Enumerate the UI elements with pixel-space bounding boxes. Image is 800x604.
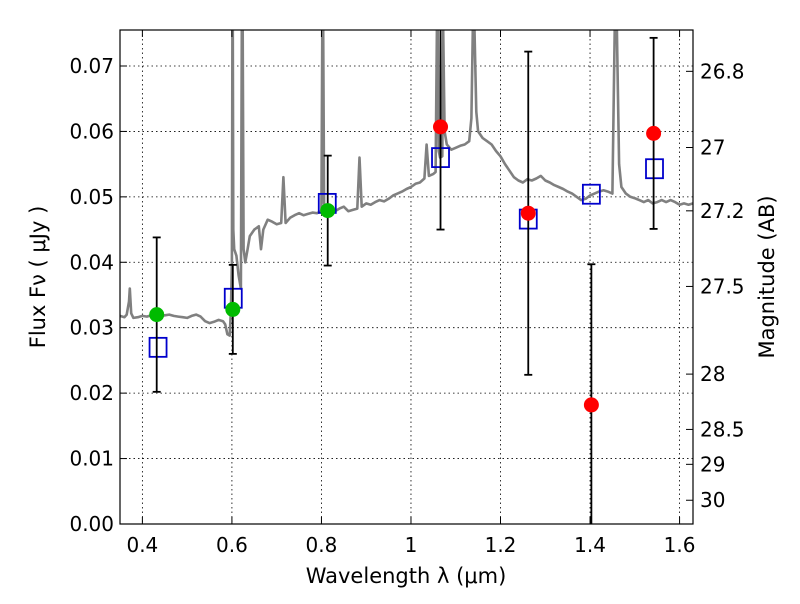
ticks: 0.4 0.6 0.8 1 1.2 1.4 1.6 0.00 0.01 0.02 0.03 0.04 0…: [69, 30, 745, 557]
x-tick-label: 1.2: [485, 533, 517, 557]
x-tick-label: 0.6: [216, 533, 248, 557]
y-tick-label: 0.00: [69, 512, 114, 536]
y2-axis-label: Magnitude (AB): [755, 195, 779, 358]
x-tick-label: 1.4: [574, 533, 606, 557]
photometry-point: [646, 125, 662, 141]
band-flux-marker: [148, 336, 168, 358]
y-tick-label: 0.07: [69, 54, 114, 78]
plot-frame: [119, 29, 694, 525]
x-tick-label: 0.4: [126, 533, 158, 557]
y-tick-label: 0.02: [69, 381, 114, 405]
photometry-point: [149, 307, 165, 323]
y2-tick-label: 30: [700, 488, 725, 512]
x-tick-label: 1: [405, 533, 418, 557]
x-tick-label: 1.6: [664, 533, 696, 557]
photometry-point: [320, 203, 336, 219]
y2-tick-label: 28.5: [700, 417, 745, 441]
data-layer: [120, 30, 693, 524]
spectrum-line: [120, 30, 693, 337]
x-axis-label: Wavelength λ (μm): [306, 564, 507, 588]
y2-tick-label: 27.5: [700, 274, 745, 298]
y-tick-label: 0.05: [69, 185, 114, 209]
y2-tick-label: 29: [700, 452, 725, 476]
y-axis-label: Flux Fν ( μJy ): [26, 206, 50, 349]
y-tick-label: 0.03: [69, 316, 114, 340]
plot-background: [120, 30, 693, 524]
y2-tick-label: 28: [700, 362, 725, 386]
y-tick-label: 0.04: [69, 250, 114, 274]
photometry-point: [520, 205, 536, 221]
photometry-point: [433, 119, 449, 135]
y-tick-label: 0.01: [69, 447, 114, 471]
y-tick-label: 0.06: [69, 119, 114, 143]
y2-tick-label: 27.2: [700, 199, 745, 223]
band-flux-marker: [581, 183, 601, 205]
x-tick-label: 0.8: [306, 533, 338, 557]
photometry-point: [583, 397, 599, 413]
y2-tick-label: 27: [700, 135, 725, 159]
y2-tick-label: 26.8: [700, 59, 745, 83]
photometry-point: [225, 301, 241, 317]
